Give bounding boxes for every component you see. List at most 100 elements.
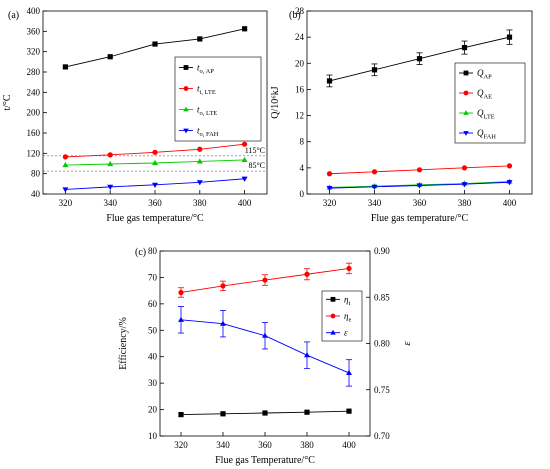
data-point [371, 67, 378, 73]
y2-tick-label: 0.90 [374, 246, 390, 256]
data-point [62, 187, 69, 193]
legend-entry: QAP [459, 68, 492, 81]
series-2 [62, 156, 248, 168]
x-tick-label: 380 [300, 440, 314, 450]
data-point [107, 54, 113, 60]
panel-label: (c) [135, 247, 146, 258]
legend-entry: to, LTE [179, 105, 217, 117]
legend-entry: ti, LTE [179, 84, 216, 97]
data-point [178, 411, 184, 418]
series-2 [178, 306, 352, 387]
x-tick-label: 320 [323, 198, 337, 208]
data-point [304, 271, 310, 277]
data-point [62, 161, 69, 168]
y-tick-label: 8 [300, 137, 305, 147]
data-point [62, 154, 68, 160]
legend-marker [183, 86, 189, 91]
legend-entry: ηt [326, 294, 350, 307]
x-tick-label: 360 [258, 440, 272, 450]
chart-panel-a: 320 340 360 380 400 40 80 120 160 200 240 280 320 360… [2, 6, 268, 224]
legend-entry: ε [326, 328, 348, 338]
y-tick-label: 16 [295, 84, 305, 94]
y-tick-label: 80 [148, 246, 158, 256]
data-point [461, 182, 468, 188]
y-tick-label: 24 [295, 32, 305, 42]
data-point [178, 316, 184, 322]
y-tick-label: 40 [148, 352, 158, 362]
series-0 [62, 26, 248, 70]
legend-label: QLTE [477, 108, 495, 121]
chart-panel-c: 320 340 360 380 400 10 20 30 40 50 60 70 80 0.70 0.75 0… [118, 246, 413, 466]
y-tick-label: 120 [27, 148, 41, 158]
y-axis-label: Efficiency/% [118, 317, 129, 370]
legend-marker [183, 65, 189, 70]
legend-entry: to, FAH [179, 126, 219, 138]
series-0 [178, 408, 352, 418]
y-tick-label: 40 [31, 189, 41, 199]
data-point [416, 56, 423, 62]
y-tick-label: 240 [27, 87, 41, 97]
data-point [152, 159, 158, 166]
legend: to, AP ti, LTE to, LTE to, FAH [174, 56, 262, 142]
data-point [197, 36, 203, 42]
y-tick-label: 10 [148, 431, 158, 441]
panel-label: (b) [289, 10, 301, 21]
data-point [242, 141, 248, 147]
y2-tick-label: 0.85 [374, 292, 390, 302]
data-point [262, 332, 268, 338]
data-point [197, 146, 203, 152]
x-tick-label: 400 [238, 198, 252, 208]
legend-box [454, 62, 526, 144]
legend-entry: ηe [326, 311, 351, 324]
x-tick-label: 320 [174, 440, 188, 450]
data-point [326, 186, 333, 192]
legend: QAP QAE QLTE QFAH [454, 62, 526, 144]
data-point [506, 34, 513, 40]
legend-marker [183, 128, 189, 134]
x-tick-label: 380 [193, 198, 207, 208]
data-point [241, 156, 248, 163]
data-point [220, 283, 226, 289]
y-tick-label: 280 [27, 67, 41, 77]
data-point [506, 163, 513, 169]
legend-label: to, AP [197, 63, 214, 76]
legend-marker [463, 131, 469, 136]
data-point [62, 64, 68, 70]
legend-entry: to, AP [179, 63, 214, 76]
x-tick-label: 340 [103, 198, 117, 208]
data-point [371, 184, 378, 190]
x-axis-label: Flue gas Temperature/°C [215, 455, 315, 466]
data-point [461, 45, 468, 51]
data-point [304, 352, 310, 358]
data-point [326, 171, 333, 177]
legend-marker [330, 313, 336, 319]
x-tick-label: 400 [342, 440, 356, 450]
y-tick-label: 0 [300, 189, 305, 199]
x-tick-label: 380 [458, 198, 472, 208]
legend-label: ε [344, 328, 348, 338]
data-point [107, 160, 114, 167]
panel-label: (a) [8, 10, 19, 21]
legend-box [174, 56, 262, 142]
y2-tick-label: 0.75 [374, 385, 390, 395]
legend-label: ηt [344, 294, 350, 307]
series-1 [178, 262, 352, 298]
y2-axis-label: ε [401, 341, 413, 346]
data-point [152, 182, 158, 188]
x-tick-label: 340 [216, 440, 230, 450]
legend-label: ti, LTE [197, 84, 216, 97]
y-tick-label: 200 [27, 108, 41, 118]
y-tick-label: 400 [27, 6, 41, 16]
data-point [241, 176, 248, 182]
data-point [178, 289, 184, 296]
series-1 [326, 163, 513, 177]
data-point [242, 26, 248, 32]
x-tick-label: 360 [413, 198, 427, 208]
y-tick-label: 20 [148, 405, 158, 415]
legend-marker [463, 70, 469, 76]
data-point [326, 78, 333, 84]
y-tick-label: 160 [27, 128, 41, 138]
legend-marker [463, 110, 469, 115]
x-tick-label: 360 [148, 198, 162, 208]
